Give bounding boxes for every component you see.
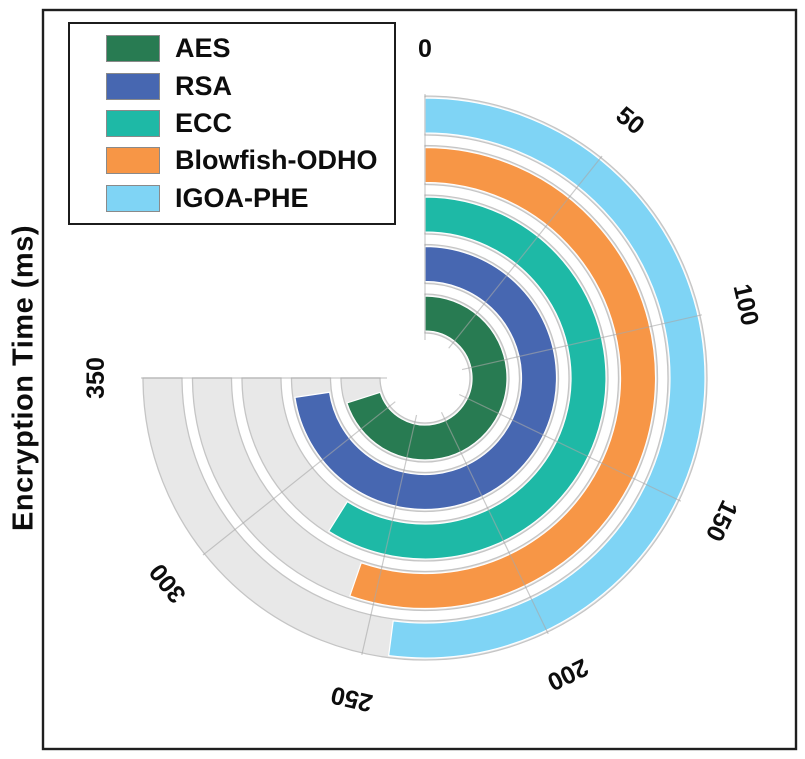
legend-label: IGOA-PHE: [175, 182, 309, 213]
track-ring-Blowfish-ODHO: [191, 144, 659, 612]
legend: AES RSA ECC Blowfish-ODHO IGOA-PHE: [68, 22, 396, 225]
legend-swatch-RSA: [106, 72, 160, 100]
legend-label: Blowfish-ODHO: [175, 145, 378, 176]
bar-arc-IGOA-PHE: [387, 97, 706, 659]
tick-label-150: 150: [700, 496, 743, 546]
legend-item-IGOA-PHE: IGOA-PHE: [106, 183, 394, 214]
tick-label-350: 350: [82, 357, 110, 399]
bar-arc-AES: [346, 295, 508, 461]
gridline-200: [440, 411, 549, 635]
y-axis-label: Encryption Time (ms): [7, 225, 40, 531]
gridline-150: [458, 393, 682, 502]
tick-label-200: 200: [543, 653, 593, 696]
legend-label: RSA: [175, 70, 233, 101]
gridline-300: [202, 401, 396, 556]
gridline-50: [448, 155, 603, 349]
bar-arc-RSA: [294, 245, 558, 511]
bar-arc-Blowfish-ODHO: [349, 146, 657, 610]
track-ring-ECC: [241, 194, 609, 562]
legend-item-RSA: RSA: [106, 71, 394, 102]
track-ring-RSA: [290, 243, 560, 513]
legend-swatch-IGOA-PHE: [106, 184, 160, 212]
legend-item-Blowfish-ODHO: Blowfish-ODHO: [106, 145, 394, 176]
tick-label-50: 50: [611, 101, 650, 140]
legend-label: ECC: [175, 107, 233, 138]
legend-swatch-ECC: [106, 109, 160, 137]
bar-arc-ECC: [327, 196, 607, 560]
legend-swatch-AES: [106, 35, 160, 63]
legend-item-ECC: ECC: [106, 108, 394, 139]
legend-label: AES: [175, 33, 231, 64]
gridline-250: [361, 414, 418, 656]
tick-label-250: 250: [328, 680, 375, 717]
tick-label-300: 300: [144, 558, 192, 608]
legend-item-AES: AES: [106, 33, 394, 64]
plot-frame: [41, 8, 798, 751]
tick-label-0: 0: [418, 35, 432, 63]
tick-label-100: 100: [727, 281, 764, 328]
legend-swatch-Blowfish-ODHO: [106, 147, 160, 175]
gridline-100: [461, 314, 703, 371]
track-ring-IGOA-PHE: [142, 95, 708, 661]
